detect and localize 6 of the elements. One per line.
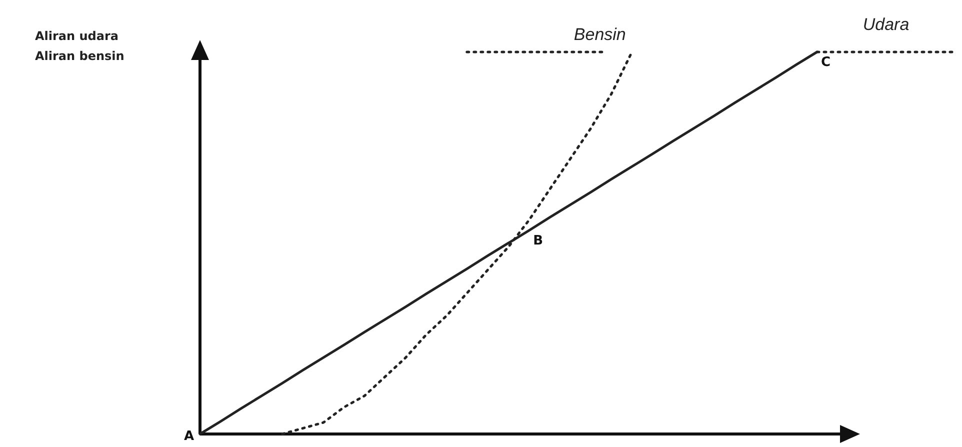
annotation: C	[821, 55, 831, 70]
series-label: Bensin	[574, 25, 626, 44]
text: Aliran udara Aliran bensin	[35, 29, 124, 63]
annotation: B	[533, 233, 543, 248]
text: Udara	[862, 15, 910, 34]
text: A	[184, 429, 194, 444]
